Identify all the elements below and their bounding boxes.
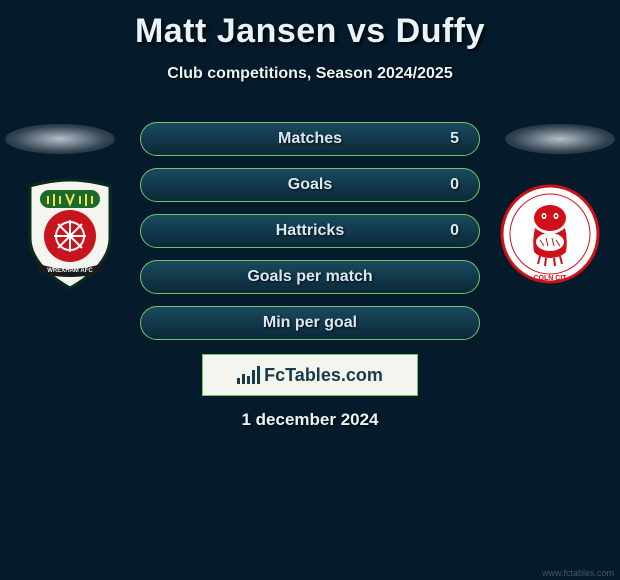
stat-row-min-per-goal: Min per goal (140, 306, 480, 340)
team-crest-left: WREXHAM AFC (20, 178, 120, 290)
svg-text:COLN CIT: COLN CIT (533, 275, 567, 282)
team-crest-right: COLN CIT (500, 178, 600, 290)
stat-value: 0 (450, 222, 459, 240)
page-title: Matt Jansen vs Duffy (0, 0, 620, 51)
stat-row-matches: Matches 5 (140, 122, 480, 156)
brand-text: FcTables.com (264, 365, 383, 386)
stats-panel: Matches 5 Goals 0 Hattricks 0 Goals per … (140, 122, 480, 352)
stat-value: 5 (450, 130, 459, 148)
stat-row-goals-per-match: Goals per match (140, 260, 480, 294)
stat-label: Goals per match (247, 268, 372, 286)
brand-box: FcTables.com (202, 354, 418, 396)
date-text: 1 december 2024 (0, 410, 620, 430)
stat-label: Goals (288, 176, 332, 194)
footer-link: www.fctables.com (542, 568, 614, 578)
svg-text:WREXHAM AFC: WREXHAM AFC (47, 268, 93, 274)
stat-row-goals: Goals 0 (140, 168, 480, 202)
stat-row-hattricks: Hattricks 0 (140, 214, 480, 248)
stat-value: 0 (450, 176, 459, 194)
subtitle: Club competitions, Season 2024/2025 (0, 65, 620, 83)
chart-icon (237, 366, 260, 384)
stat-label: Hattricks (276, 222, 344, 240)
stat-label: Matches (278, 130, 342, 148)
stat-label: Min per goal (263, 314, 357, 332)
player-shadow-left (5, 124, 115, 154)
player-shadow-right (505, 124, 615, 154)
